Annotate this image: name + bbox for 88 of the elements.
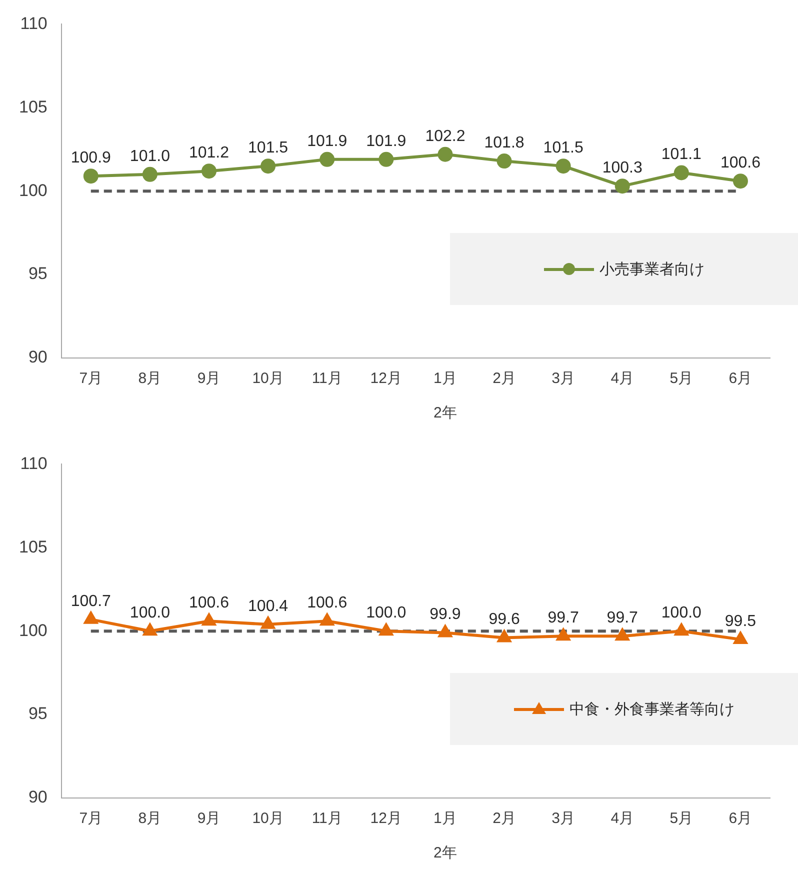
data-label: 101.8 <box>484 134 524 152</box>
x-tick-label: 10月 <box>252 810 284 828</box>
point <box>556 628 570 641</box>
data-label: 100.7 <box>70 592 112 610</box>
y-tick-label: 90 <box>28 788 48 807</box>
x-tick-label: 7月 <box>79 810 103 828</box>
legend-label: 小売事業者向け <box>600 260 704 278</box>
point <box>320 152 335 167</box>
y-tick-label: 100 <box>18 180 48 200</box>
point <box>732 174 748 189</box>
x-tick-label: 3月 <box>552 810 575 828</box>
y-tick-label: 95 <box>28 264 48 284</box>
y-tick-label: 110 <box>20 454 48 473</box>
data-label: 101.5 <box>543 139 584 156</box>
data-label: 100.3 <box>602 160 642 176</box>
data-label: 102.2 <box>425 128 466 145</box>
y-tick-label: 105 <box>18 97 48 116</box>
y-tick-label: 105 <box>18 537 48 556</box>
point <box>438 146 453 162</box>
text: 2年 <box>434 844 457 862</box>
x-tick-label: 12月 <box>370 810 402 828</box>
point <box>84 612 98 624</box>
data-label: 100.0 <box>661 604 702 622</box>
x-tick-label: 2月 <box>492 810 516 828</box>
x-tick-label: 1月 <box>434 370 457 388</box>
data-label: 101.9 <box>366 132 406 150</box>
point <box>438 625 452 638</box>
point <box>201 164 216 179</box>
point <box>496 154 512 169</box>
data-label: 100.6 <box>307 594 348 612</box>
legend-label: 中食・外食事業者等向け <box>570 700 734 718</box>
data-label: 99.6 <box>488 611 520 628</box>
point <box>674 624 688 636</box>
point <box>498 630 511 642</box>
x-tick-label: 3月 <box>552 370 575 388</box>
data-label: 101.2 <box>188 144 230 162</box>
data-label: 101.1 <box>661 146 702 164</box>
x-tick-label: 8月 <box>138 810 162 828</box>
text: 2年 <box>434 404 457 422</box>
x-tick-label: 12月 <box>370 370 402 388</box>
point <box>320 614 334 626</box>
data-label: 100.4 <box>248 598 288 615</box>
point <box>261 616 275 629</box>
point <box>379 624 393 636</box>
x-tick-label: 8月 <box>138 370 162 388</box>
point <box>143 624 157 636</box>
x-tick-label: 11月 <box>312 370 342 388</box>
x-tick-label: 5月 <box>670 810 694 828</box>
point <box>556 158 571 174</box>
data-label: 100.6 <box>188 594 230 612</box>
point <box>674 165 689 180</box>
x-tick-label: 7月 <box>79 370 103 388</box>
data-label: 99.5 <box>724 612 756 630</box>
y-tick-label: 95 <box>28 704 48 724</box>
data-label: 101.5 <box>248 139 288 156</box>
x-tick-label: 6月 <box>728 370 752 388</box>
x-tick-label: 5月 <box>670 370 694 388</box>
data-label: 100.9 <box>70 149 112 166</box>
y-tick-label: 110 <box>20 14 48 33</box>
x-tick-label: 4月 <box>610 810 634 828</box>
point <box>260 158 276 174</box>
data-label: 101.9 <box>307 132 348 150</box>
point <box>142 166 158 182</box>
x-tick-label: 11月 <box>312 810 342 828</box>
x-tick-label: 9月 <box>197 370 221 388</box>
point <box>378 152 394 167</box>
legend-panel: 小売事業者向け <box>450 233 798 305</box>
data-label: 100.0 <box>130 604 170 622</box>
data-label: 99.9 <box>430 606 461 624</box>
data-label: 100.6 <box>720 154 761 172</box>
y-tick-label: 100 <box>18 620 48 640</box>
y-tick-label: 90 <box>28 348 48 367</box>
x-tick-label: 9月 <box>197 810 221 828</box>
x-tick-label: 6月 <box>728 810 752 828</box>
data-label: 100.0 <box>366 604 406 622</box>
point <box>202 614 216 626</box>
x-tick-label: 1月 <box>434 810 457 828</box>
data-label: 101.0 <box>130 148 170 165</box>
x-tick-label: 4月 <box>610 370 634 388</box>
point <box>83 168 98 184</box>
x-tick-label: 2月 <box>492 370 516 388</box>
point <box>616 628 630 641</box>
x-tick-label: 10月 <box>252 370 284 388</box>
point <box>734 632 748 644</box>
data-label: 99.7 <box>606 610 638 627</box>
data-label: 99.7 <box>548 610 579 627</box>
legend-panel: 中食・外食事業者等向け <box>450 673 798 745</box>
point <box>614 178 630 194</box>
